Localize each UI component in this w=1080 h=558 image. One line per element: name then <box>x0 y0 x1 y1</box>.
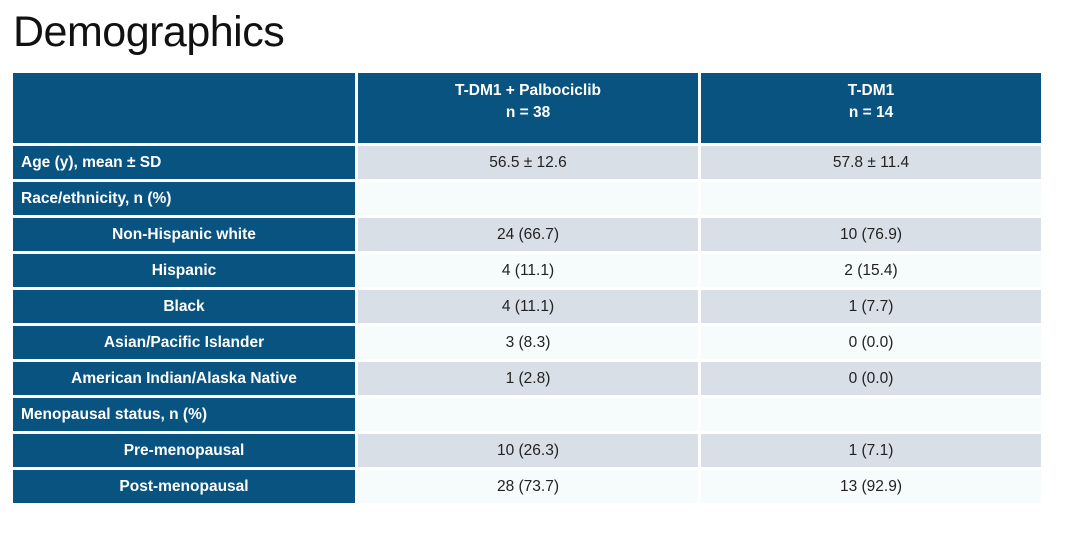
cell-value: 24 (66.7) <box>358 218 698 251</box>
table-row-race-ethnicity-header: Race/ethnicity, n (%) <box>13 182 1041 215</box>
row-label: Menopausal status, n (%) <box>13 398 355 431</box>
cell-value: 56.5 ± 12.6 <box>358 146 698 179</box>
table-row-asian-pacific-islander: Asian/Pacific Islander 3 (8.3) 0 (0.0) <box>13 326 1041 359</box>
cell-value: 28 (73.7) <box>358 470 698 503</box>
row-label: American Indian/Alaska Native <box>13 362 355 395</box>
column-header-tdm1-palbociclib: T-DM1 + Palbociclib n = 38 <box>358 73 698 143</box>
table-row-pre-menopausal: Pre-menopausal 10 (26.3) 1 (7.1) <box>13 434 1041 467</box>
header-row: T-DM1 + Palbociclib n = 38 T-DM1 n = 14 <box>13 73 1041 143</box>
row-label: Non-Hispanic white <box>13 218 355 251</box>
table-row-non-hispanic-white: Non-Hispanic white 24 (66.7) 10 (76.9) <box>13 218 1041 251</box>
cell-value <box>358 182 698 215</box>
column-header-sample-size: n = 38 <box>505 104 551 121</box>
cell-value: 57.8 ± 11.4 <box>701 146 1041 179</box>
cell-value: 0 (0.0) <box>701 362 1041 395</box>
cell-value: 4 (11.1) <box>358 254 698 287</box>
table-row-age: Age (y), mean ± SD 56.5 ± 12.6 57.8 ± 11… <box>13 146 1041 179</box>
table-row-american-indian-alaska-native: American Indian/Alaska Native 1 (2.8) 0 … <box>13 362 1041 395</box>
cell-value: 1 (7.7) <box>701 290 1041 323</box>
cell-value: 4 (11.1) <box>358 290 698 323</box>
row-label: Pre-menopausal <box>13 434 355 467</box>
table-row-black: Black 4 (11.1) 1 (7.7) <box>13 290 1041 323</box>
cell-value: 13 (92.9) <box>701 470 1041 503</box>
row-label: Hispanic <box>13 254 355 287</box>
row-label: Race/ethnicity, n (%) <box>13 182 355 215</box>
table-row-post-menopausal: Post-menopausal 28 (73.7) 13 (92.9) <box>13 470 1041 503</box>
cell-value: 1 (7.1) <box>701 434 1041 467</box>
cell-value: 1 (2.8) <box>358 362 698 395</box>
column-header-sample-size: n = 14 <box>848 104 894 121</box>
header-empty-cell <box>13 73 355 143</box>
row-label: Post-menopausal <box>13 470 355 503</box>
cell-value <box>701 398 1041 431</box>
row-label: Black <box>13 290 355 323</box>
row-label: Age (y), mean ± SD <box>13 146 355 179</box>
cell-value: 10 (26.3) <box>358 434 698 467</box>
cell-value: 0 (0.0) <box>701 326 1041 359</box>
cell-value: 10 (76.9) <box>701 218 1041 251</box>
cell-value: 2 (15.4) <box>701 254 1041 287</box>
cell-value <box>701 182 1041 215</box>
table-row-menopausal-status-header: Menopausal status, n (%) <box>13 398 1041 431</box>
demographics-table: T-DM1 + Palbociclib n = 38 T-DM1 n = 14 … <box>10 70 1044 506</box>
cell-value <box>358 398 698 431</box>
cell-value: 3 (8.3) <box>358 326 698 359</box>
table-row-hispanic: Hispanic 4 (11.1) 2 (15.4) <box>13 254 1041 287</box>
column-header-drug-name: T-DM1 + Palbociclib <box>455 82 601 99</box>
row-label: Asian/Pacific Islander <box>13 326 355 359</box>
column-header-drug-name: T-DM1 <box>847 82 895 99</box>
page-title: Demographics <box>13 8 285 56</box>
column-header-tdm1: T-DM1 n = 14 <box>701 73 1041 143</box>
